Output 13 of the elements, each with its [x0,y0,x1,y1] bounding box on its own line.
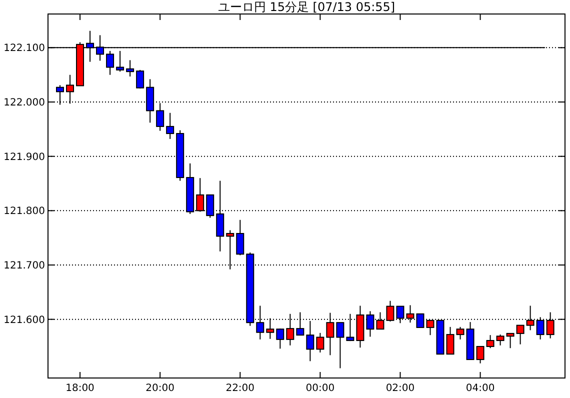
y-tick-label: 121.700 [4,260,45,272]
x-tick-label: 22:00 [226,383,255,394]
chart-title: ユーロ円 15分足 [07/13 05:55] [218,0,396,14]
y-tick-label: 121.900 [4,152,45,163]
y-tick-label: 122.100 [4,43,45,54]
x-tick-label: 20:00 [146,383,174,394]
y-tick-label: 121.600 [4,314,45,326]
x-tick-label: 00:00 [306,383,335,394]
x-tick-label: 04:00 [466,383,495,394]
x-tick-label: 02:00 [386,383,415,394]
y-tick-label: 122.000 [4,98,45,109]
x-tick-label: 18:00 [66,383,94,394]
y-tick-label: 121.800 [4,206,45,218]
